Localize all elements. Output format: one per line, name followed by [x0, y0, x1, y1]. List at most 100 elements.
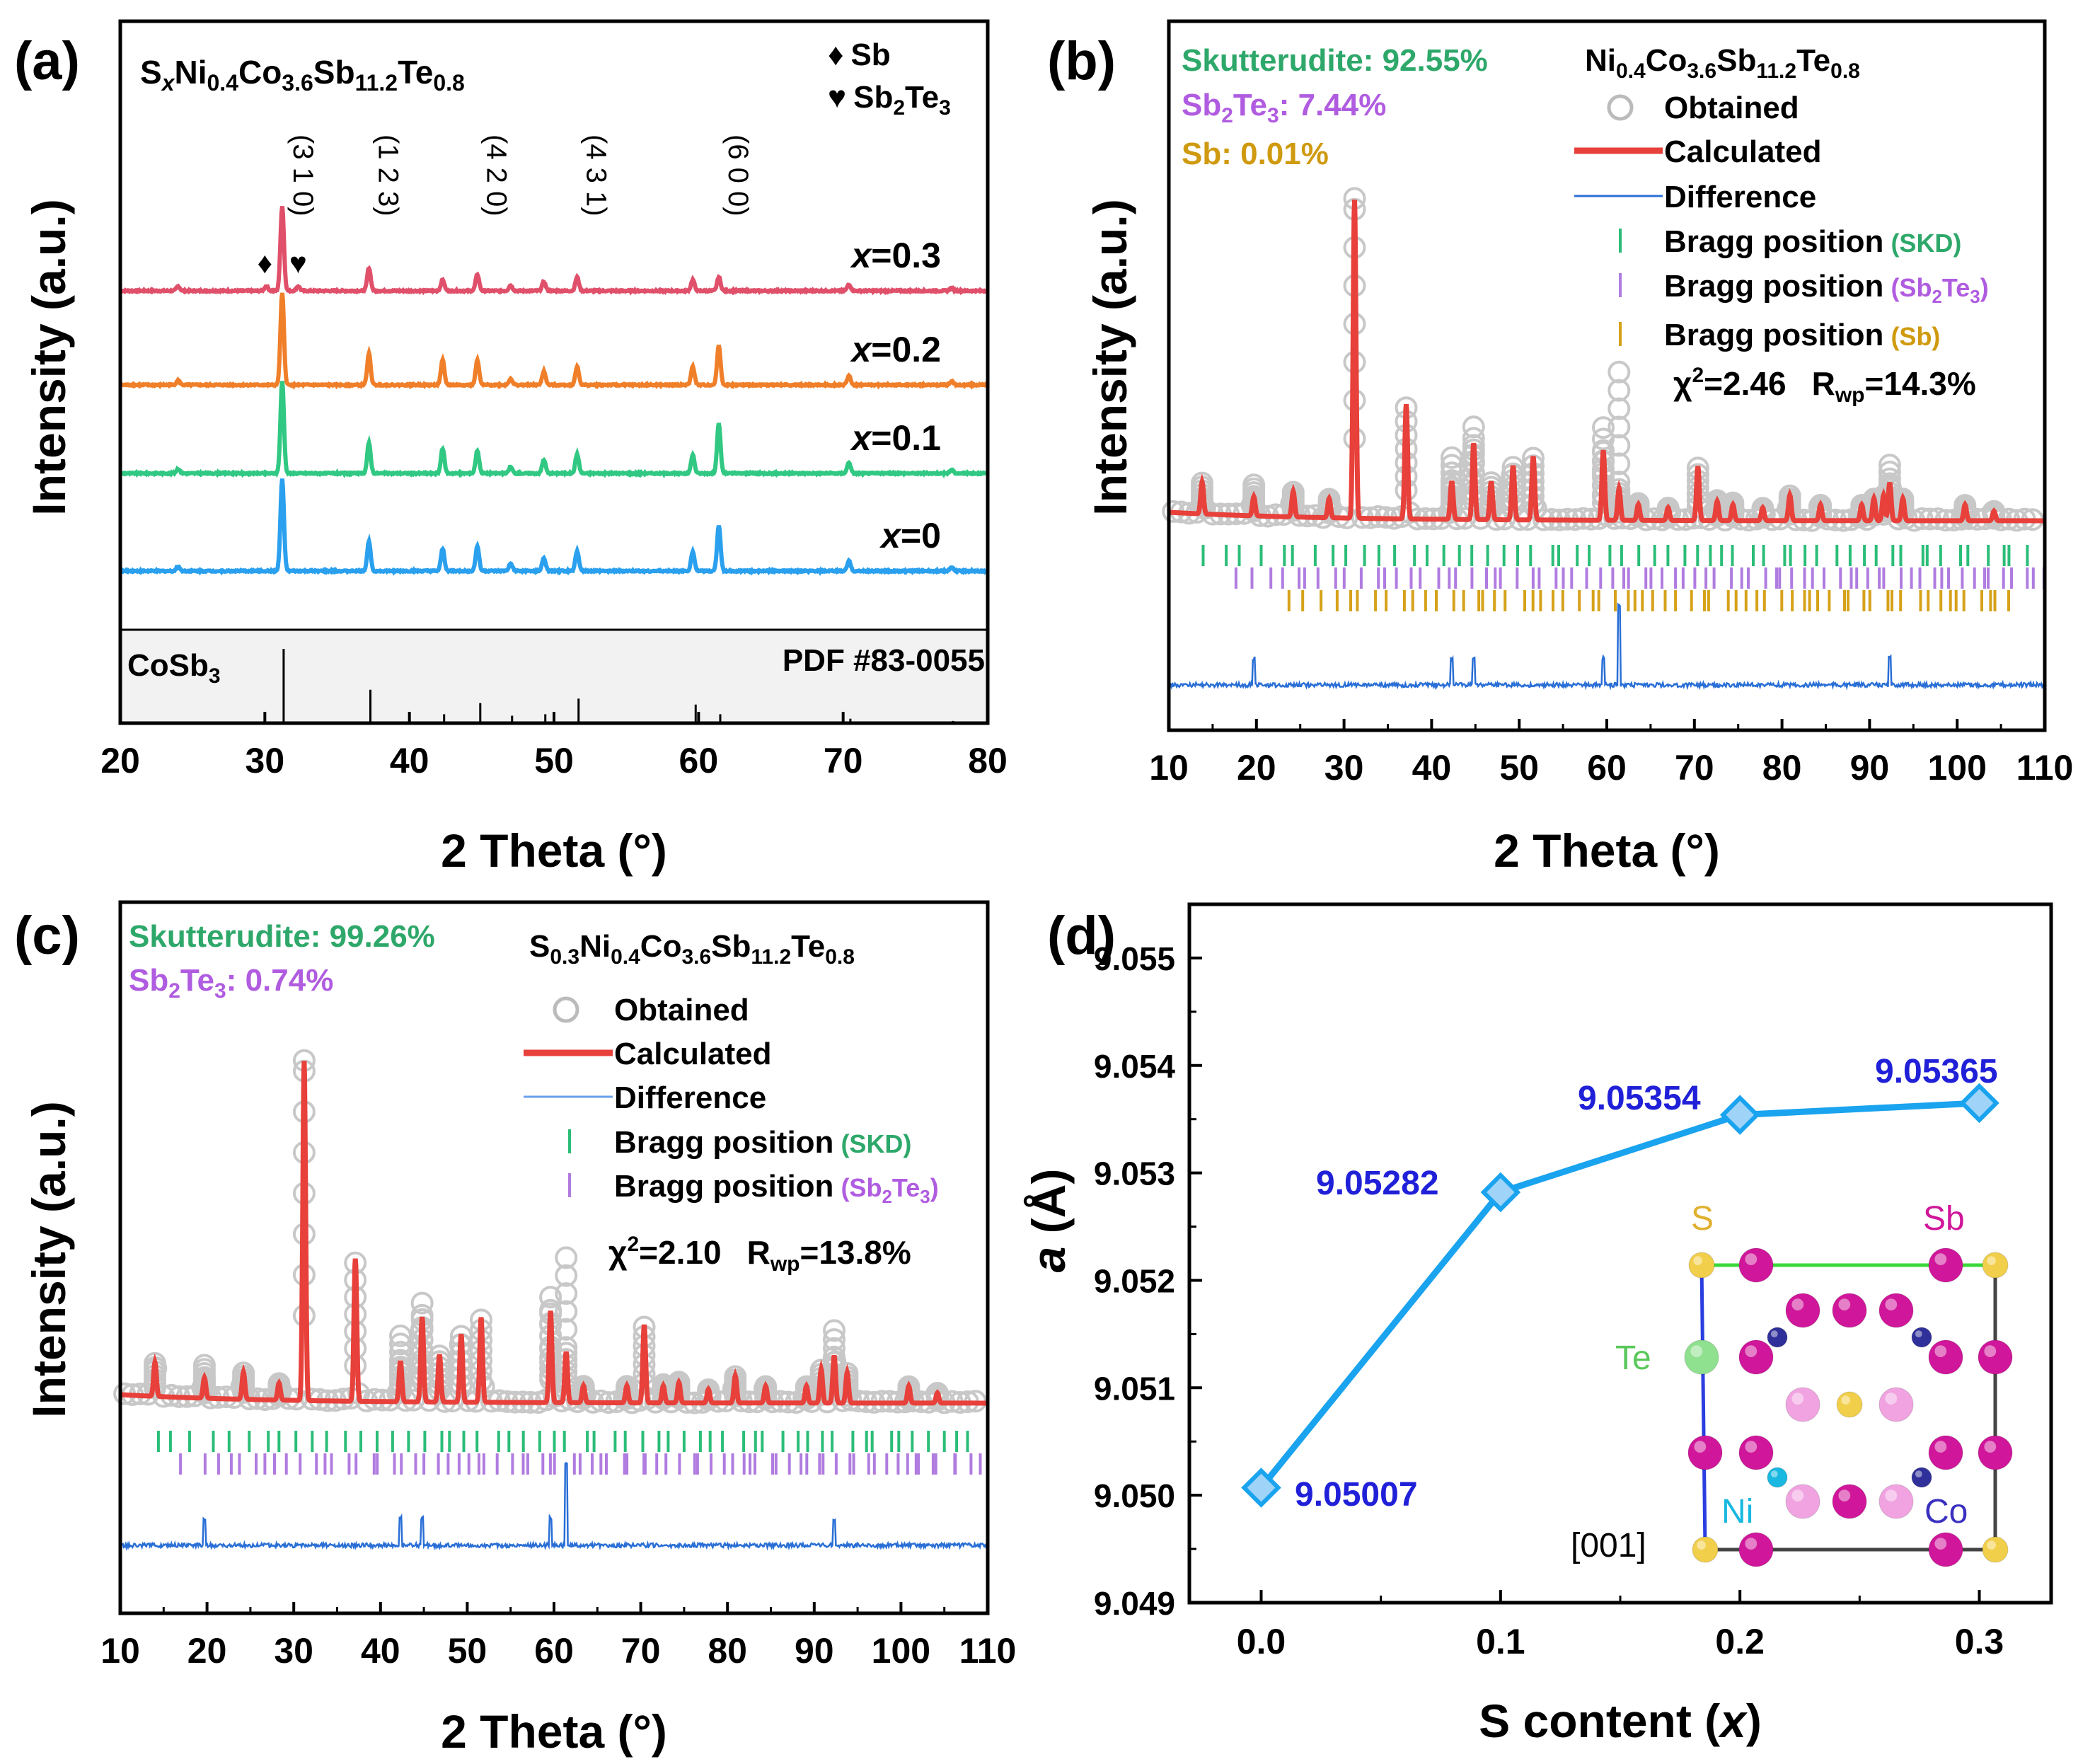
sb-atom — [1785, 1387, 1820, 1422]
calculated-profile — [120, 1061, 988, 1406]
sb-atom — [1928, 1532, 1963, 1567]
panel-b: (b) Intensity (a.u.) 10 20 30 40 50 60 70 80 90 1… — [1047, 19, 2074, 877]
sb-atom-highlight — [1791, 1393, 1804, 1405]
panel-a-frame — [118, 19, 990, 725]
series-label-eq: =0 — [901, 516, 941, 555]
sb-atom — [1738, 1435, 1774, 1470]
lattice-line — [1259, 1100, 1980, 1490]
sb-atom-highlight — [1934, 1253, 1947, 1265]
obs-point — [555, 1300, 578, 1323]
panel-b-tag: (b) — [1047, 31, 1116, 91]
sb-atom — [1738, 1339, 1774, 1375]
s-atom-highlight — [1697, 1540, 1706, 1550]
obs-point — [1440, 446, 1463, 469]
data-point — [1719, 1095, 1760, 1135]
x-tick-label: 100 — [872, 1631, 930, 1671]
legend-bragg-skd-label: Bragg position (SKD) — [614, 1125, 911, 1160]
data-label: 9.05282 — [1316, 1165, 1439, 1202]
co-atom — [1911, 1467, 1932, 1488]
x-tick-label: 40 — [361, 1631, 400, 1671]
sb-atom — [1928, 1339, 1963, 1375]
legend-difference-label: Difference — [1664, 180, 1816, 214]
co-atom-highlight — [1915, 1470, 1922, 1478]
x-tick-label: 10 — [100, 1631, 140, 1671]
panel-a-formula: SxNi0.4Co3.6Sb11.2Te0.8 — [140, 54, 465, 96]
obs-point — [555, 1264, 578, 1287]
obs-point — [1608, 415, 1631, 439]
x-tick-label: 40 — [390, 741, 429, 780]
sb-atom-highlight — [1694, 1441, 1707, 1453]
x-tick-label: 0.3 — [1955, 1622, 2004, 1661]
x-tick-label: 80 — [968, 741, 1008, 780]
pattern-line-x=0 — [118, 478, 989, 576]
obs-point — [1608, 360, 1631, 384]
x-tick-label: 20 — [187, 1631, 227, 1671]
impurity-marker: ♥ — [289, 246, 307, 279]
inset-label-zone: [001] — [1571, 1527, 1646, 1564]
panel-c-phase-skd: Skutterudite: 99.26% — [129, 919, 435, 954]
y-tick-label: 9.054 — [1094, 1048, 1176, 1085]
sb-atom — [1878, 1484, 1914, 1519]
panel-d: (d) a (Å) 9.05007 9.05282 9.05354 9.05365 0… — [1022, 902, 2053, 1747]
co-atom-highlight — [1770, 1330, 1778, 1337]
s-atom-highlight — [1693, 1256, 1702, 1265]
sb-atom — [1785, 1293, 1820, 1328]
panel-d-ylabel: a (Å) — [1022, 1169, 1075, 1273]
series-label-eq: =0.3 — [871, 236, 941, 275]
panel-b-formula: Ni0.4Co3.6Sb11.2Te0.8 — [1585, 43, 1860, 83]
data-point — [1241, 1468, 1281, 1508]
series-label-var: x — [849, 418, 872, 458]
x-tick-label: 70 — [621, 1631, 661, 1671]
sb-atom-highlight — [1838, 1298, 1851, 1310]
sb-atom — [1785, 1484, 1820, 1519]
legend-bragg-sb2te3-label: Bragg position (Sb2Te3) — [614, 1169, 939, 1207]
obs-point — [410, 1291, 434, 1315]
x-tick-label: 60 — [534, 1631, 574, 1671]
sb-atom-highlight — [1791, 1298, 1804, 1310]
panel-d-xlabel: S content (x) — [1479, 1695, 1762, 1747]
sb-atom — [1832, 1293, 1867, 1328]
s-atom-highlight — [1841, 1395, 1850, 1405]
y-tick-label: 9.052 — [1094, 1262, 1175, 1299]
te-atom — [1684, 1339, 1719, 1375]
legend-obtained-marker — [553, 996, 579, 1023]
obs-point — [1440, 454, 1463, 477]
panel-c-ylabel: Intensity (a.u.) — [23, 1101, 75, 1417]
sb-atom — [1687, 1435, 1723, 1470]
series-label-var: x — [849, 236, 872, 275]
obs-point — [1983, 500, 2006, 523]
data-point — [1959, 1083, 1999, 1124]
sb-atom-highlight — [1745, 1253, 1758, 1265]
panel-b-phase-sb2te3: Sb2Te3: 7.44% — [1182, 88, 1386, 127]
x-tick-label: 90 — [1850, 748, 1890, 788]
inset-label-sb: Sb — [1923, 1200, 1965, 1238]
x-tick-label: 70 — [824, 741, 863, 780]
y-tick-label: 9.049 — [1094, 1585, 1175, 1622]
legend-calculated-label: Calculated — [1664, 134, 1822, 169]
x-tick-label: 10 — [1149, 748, 1189, 788]
sb-atom — [1978, 1435, 2013, 1470]
x-tick-label: 80 — [708, 1631, 747, 1671]
legend-obtained-label: Obtained — [1664, 91, 1799, 125]
s-atom-highlight — [1987, 1256, 1996, 1265]
x-tick-label: 100 — [1927, 748, 1986, 788]
x-tick-label: 110 — [959, 1631, 1017, 1671]
hkl-label-(6 0 0): (6 0 0) — [722, 134, 754, 217]
x-tick-label: 50 — [534, 741, 574, 780]
obs-point — [823, 1328, 845, 1351]
legend-bragg-sb2te3-label: Bragg position (Sb2Te3) — [1664, 269, 1989, 307]
sb-atom-highlight — [1934, 1441, 1947, 1453]
panel-c-tag: (c) — [14, 906, 80, 966]
x-tick-label: 0.2 — [1715, 1622, 1765, 1661]
panel-c: (c) Intensity (a.u.) 10 20 30 40 50 60 70 80 90 1… — [14, 900, 1017, 1758]
inset-label-te: Te — [1615, 1339, 1651, 1377]
sb-atom-highlight — [1838, 1489, 1851, 1502]
sb-atom — [1928, 1247, 1963, 1283]
s-atom — [1982, 1536, 2009, 1563]
obs-point — [1878, 461, 1901, 483]
x-tick-label: 110 — [2016, 748, 2074, 788]
sb-atom — [1832, 1484, 1867, 1519]
series-label-x=0.1: x=0.1 — [849, 418, 941, 458]
sb-atom-highlight — [1984, 1441, 1997, 1453]
